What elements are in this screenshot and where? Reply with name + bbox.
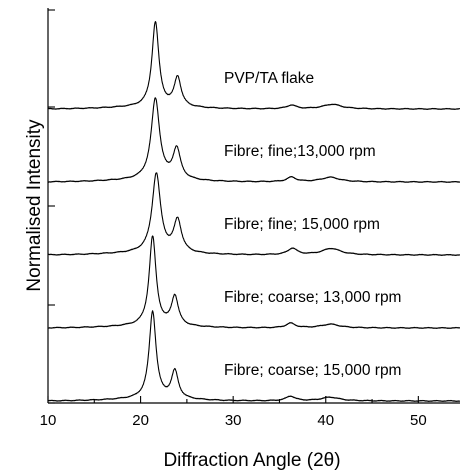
axes <box>47 8 460 404</box>
series-trace <box>47 21 460 110</box>
x-ticks: 10 20 30 40 50 <box>40 396 427 429</box>
series-label: Fibre; fine;13,000 rpm <box>224 143 376 160</box>
series-trace <box>47 172 460 256</box>
x-tick-label: 40 <box>317 412 334 429</box>
x-tick-label: 20 <box>132 412 149 429</box>
series-labels: PVP/TA flake Fibre; fine;13,000 rpm Fibre;… <box>224 70 401 379</box>
series-trace <box>47 97 460 183</box>
x-axis-title: Diffraction Angle (2θ) <box>163 450 340 471</box>
series-label: PVP/TA flake <box>224 70 314 87</box>
x-tick-label: 50 <box>410 412 427 429</box>
series-label: Fibre; coarse; 13,000 rpm <box>224 289 401 306</box>
series-label: Fibre; coarse; 15,000 rpm <box>224 362 401 379</box>
y-ticks <box>48 9 55 404</box>
traces <box>47 21 460 403</box>
series-trace <box>47 310 460 403</box>
y-axis-title: Normalised Intensity <box>24 119 45 292</box>
x-tick-label: 10 <box>40 412 57 429</box>
series-trace <box>47 235 460 330</box>
series-label: Fibre; fine; 15,000 rpm <box>224 216 380 233</box>
x-tick-label: 30 <box>225 412 242 429</box>
